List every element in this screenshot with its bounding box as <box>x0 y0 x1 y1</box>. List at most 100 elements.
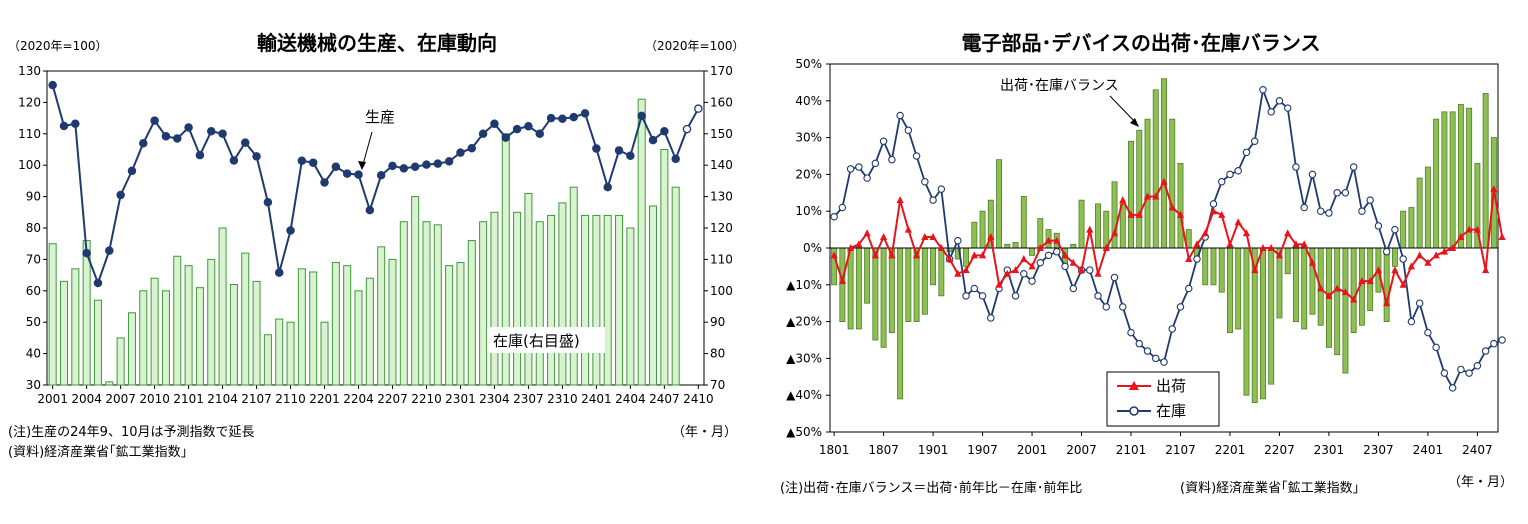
inventory-bar <box>173 255 182 386</box>
left-y-ticks: 130 120 110 100 90 80 70 60 50 40 30 <box>18 64 47 392</box>
production-point <box>354 170 363 179</box>
inventory-point <box>1234 166 1242 175</box>
inventory-bar <box>626 227 635 386</box>
inventory-bar <box>660 149 669 386</box>
balance-y-tick-label: 40% <box>795 94 822 108</box>
production-point <box>297 156 307 166</box>
production-point <box>252 152 261 161</box>
left-x-tick-label: 2110 <box>275 392 306 406</box>
balance-bar <box>930 247 937 286</box>
inventory-point <box>1465 369 1473 377</box>
production-point <box>376 170 386 180</box>
production-point <box>388 161 397 171</box>
inventory-bar <box>241 252 250 386</box>
production-point <box>173 134 182 143</box>
inventory-point <box>1391 225 1399 234</box>
inventory-point <box>1366 196 1374 204</box>
balance-bar <box>1408 207 1415 249</box>
right-y-tick-label: 160 <box>710 95 733 109</box>
inventory-point <box>846 165 855 173</box>
balance-bar <box>1243 247 1250 396</box>
shipment-point <box>1333 284 1341 292</box>
left-y-tick-label: 120 <box>18 95 41 109</box>
right-y-tick-label: 100 <box>710 284 733 298</box>
inventory-point <box>1374 222 1383 230</box>
right-y-tick-label: 150 <box>710 127 733 141</box>
inventory-point <box>1217 178 1226 186</box>
shipment-line <box>830 177 1506 307</box>
inventory-bar <box>354 290 363 386</box>
left-x-tick-label: 2204 <box>343 392 374 406</box>
right-x-tick-label: 2307 <box>1363 443 1394 457</box>
shipment-point <box>1069 258 1077 266</box>
production-point <box>218 129 227 139</box>
balance-bar <box>1342 247 1349 374</box>
production-point <box>501 133 511 142</box>
inventory-bar <box>82 240 91 386</box>
inventory-point <box>904 126 913 134</box>
legend: 出荷 在庫 <box>1106 371 1220 427</box>
balance-y-tick-label: 50% <box>795 57 822 71</box>
balance-bar <box>1260 247 1266 400</box>
balance-bar <box>1095 203 1101 249</box>
production-point <box>274 268 284 277</box>
right-x-tick-label: 2407 <box>1462 443 1493 457</box>
balance-bar <box>1292 247 1299 322</box>
inventory-bar <box>161 290 170 386</box>
inventory-point <box>1127 328 1135 337</box>
production-point <box>626 151 635 161</box>
right-x-unit: （年・月） <box>1448 475 1513 490</box>
left-y-tick-label: 50 <box>26 315 41 329</box>
shipment-point <box>1127 210 1135 218</box>
inventory-point <box>1358 207 1366 215</box>
inventory-point <box>937 185 946 193</box>
inventory-bar <box>388 258 397 386</box>
left-x-tick-label: 2401 <box>581 392 612 406</box>
inventory-point <box>1275 97 1284 105</box>
balance-bar <box>938 247 945 297</box>
balance-bar <box>921 247 928 315</box>
shipment-point <box>1374 266 1383 274</box>
right-x-tick-label: 1807 <box>868 443 899 457</box>
balance-y-tick-label: ▲20% <box>786 315 822 329</box>
left-x-tick-label: 2201 <box>309 392 340 406</box>
shipment-point <box>1168 203 1176 211</box>
inventory-point <box>1152 354 1160 363</box>
inventory-bar <box>286 321 295 386</box>
inventory-bar <box>252 280 261 386</box>
inventory-bar <box>48 243 57 386</box>
shipment-point <box>1267 244 1275 251</box>
inventory-point <box>1448 384 1457 392</box>
inventory-bar <box>581 214 590 386</box>
right-y-tick-label: 170 <box>710 64 733 78</box>
production-label: 生産 <box>365 108 395 126</box>
left-y-tick-label: 30 <box>26 378 41 392</box>
left-x-tick-label: 2207 <box>377 392 408 406</box>
inventory-bar <box>309 271 318 386</box>
production-point <box>308 158 318 167</box>
right-source: (資料)経済産業省｢鉱工業指数｣ <box>1180 480 1359 496</box>
left-y-tick-label: 90 <box>26 190 41 204</box>
balance-y-tick-label: 10% <box>795 204 822 218</box>
inventory-point <box>1176 303 1185 311</box>
inventory-point <box>863 174 871 182</box>
balance-bar <box>897 247 904 400</box>
inventory-bar <box>229 284 238 386</box>
inventory-point <box>1119 303 1127 311</box>
balance-bars <box>831 78 1497 403</box>
balance-bar <box>1449 111 1456 249</box>
production-point <box>331 162 341 172</box>
inventory-point <box>1193 255 1201 263</box>
inventory-bar <box>637 98 646 386</box>
inventory-bar <box>558 202 567 386</box>
balance-y-tick-label: 0% <box>803 241 822 255</box>
inventory-point <box>1184 284 1193 293</box>
balance-bar <box>1078 199 1085 249</box>
inventory-point <box>1399 255 1407 263</box>
left-y-tick-label: 100 <box>18 158 41 172</box>
left-x-tick-label: 2004 <box>71 392 102 406</box>
balance-bar <box>1004 243 1011 249</box>
legend-shipment-marker <box>1129 381 1139 390</box>
production-line <box>48 80 703 288</box>
